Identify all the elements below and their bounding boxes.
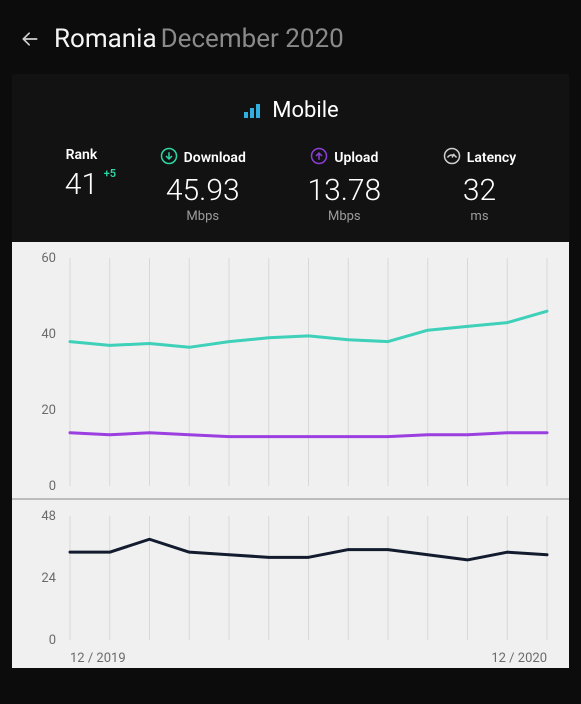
metric-upload-label: Upload	[334, 150, 378, 166]
metric-rank-delta: +5	[104, 167, 116, 180]
svg-text:48: 48	[41, 509, 56, 524]
header: Romania December 2020	[12, 12, 569, 74]
upload-arrow-icon	[310, 147, 328, 169]
latency-gauge-icon	[443, 147, 461, 169]
metric-latency-unit: ms	[470, 209, 488, 224]
svg-text:60: 60	[41, 251, 56, 266]
panel-title: Mobile	[12, 84, 569, 145]
latency-chart: 0 24 48 12 / 2019 12 / 2020	[12, 498, 569, 668]
title-date: December 2020	[161, 24, 344, 54]
svg-text:0: 0	[49, 479, 56, 494]
metric-rank: Rank 41 +5	[65, 147, 98, 224]
svg-text:20: 20	[41, 403, 56, 418]
page: Romania December 2020 Mobile Rank 41 +5	[0, 0, 581, 704]
metric-download-value: 45.93	[166, 175, 240, 207]
svg-text:24: 24	[41, 571, 56, 586]
svg-text:0: 0	[49, 633, 56, 648]
mobile-panel: Mobile Rank 41 +5	[12, 74, 569, 668]
metrics-row: Rank 41 +5 Download 45.93	[12, 145, 569, 242]
page-title: Romania December 2020	[54, 24, 344, 54]
metric-rank-label: Rank	[66, 147, 98, 163]
svg-text:40: 40	[41, 327, 56, 342]
metric-upload-unit: Mbps	[328, 209, 361, 224]
svg-text:12 / 2020: 12 / 2020	[491, 651, 547, 666]
download-arrow-icon	[160, 147, 178, 169]
metric-upload-value: 13.78	[307, 175, 381, 207]
metric-rank-value: 41	[65, 169, 98, 201]
metric-download: Download 45.93 Mbps	[160, 147, 246, 224]
metric-download-label: Download	[184, 150, 246, 166]
svg-text:12 / 2019: 12 / 2019	[70, 651, 126, 666]
back-arrow-icon[interactable]	[20, 29, 40, 49]
metric-latency: Latency 32 ms	[443, 147, 516, 224]
title-country: Romania	[54, 24, 157, 54]
speed-chart: 0 20 40 60	[12, 242, 569, 498]
panel-title-text: Mobile	[272, 98, 338, 123]
metric-latency-label: Latency	[467, 150, 516, 166]
metric-upload: Upload 13.78 Mbps	[307, 147, 381, 224]
metric-download-unit: Mbps	[186, 209, 219, 224]
metric-latency-value: 32	[463, 175, 496, 207]
signal-bars-icon	[242, 102, 262, 120]
